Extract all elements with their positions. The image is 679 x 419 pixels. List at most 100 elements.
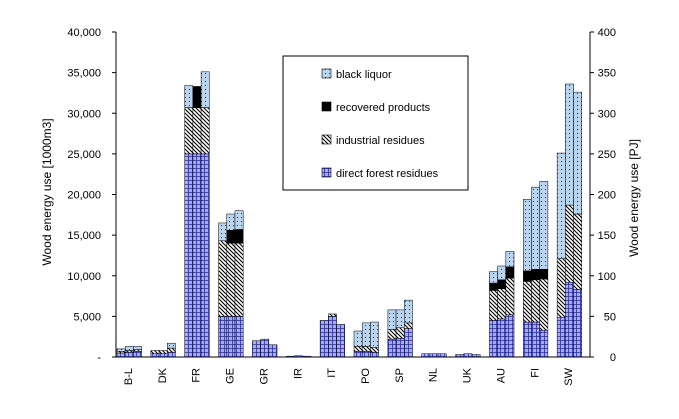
bar-segment-direct (124, 351, 134, 358)
bars (116, 71, 582, 358)
bar-segment-direct (370, 351, 379, 358)
right-tick-label: 50 (604, 311, 616, 323)
bar-segment-black (167, 342, 176, 349)
bar-segment-direct (150, 353, 160, 358)
bar-segment-black (218, 222, 228, 242)
bar-segment-direct (268, 344, 278, 358)
left-tick-label: 35,000 (67, 68, 101, 80)
right-tick-label: 350 (598, 68, 616, 80)
bar-segment-industrial (395, 327, 405, 339)
bar-segment-black (531, 186, 540, 270)
bar-segment-black (573, 91, 582, 215)
bar-segment-industrial (370, 347, 379, 353)
bar-segment-industrial (556, 258, 566, 318)
bar-segment-direct (319, 320, 329, 358)
bar-segment-industrial (200, 107, 210, 155)
bar-segment-direct (565, 282, 574, 358)
bar-segment-recovered (505, 266, 515, 279)
bar-segment-recovered (226, 230, 236, 244)
bar-segment-direct (471, 354, 481, 358)
legend-swatch-recovered (321, 101, 332, 112)
category-label: FI (529, 368, 541, 378)
bar-segment-industrial (531, 279, 540, 323)
bar-segment-black (226, 213, 236, 231)
bar-segment-industrial (150, 350, 160, 354)
bar-segment-direct (505, 314, 515, 358)
category-label: FR (191, 368, 203, 383)
bar-segment-direct (531, 321, 540, 358)
bar-segment-recovered (539, 269, 549, 280)
bar-segment-direct (158, 353, 168, 358)
bar-segment-industrial (158, 350, 168, 354)
bar-segment-black (370, 321, 379, 348)
bar-segment-black (353, 330, 363, 347)
bar-segment-black (234, 210, 244, 230)
category-label: IR (292, 368, 304, 379)
bar-segment-direct (361, 351, 371, 358)
bar-segment-direct (252, 340, 261, 358)
legend-swatch-direct (321, 167, 332, 178)
left-tick-label: 15,000 (67, 230, 101, 242)
bar-segment-industrial (489, 290, 498, 321)
category-label: PO (360, 368, 372, 384)
bar-segment-recovered (523, 270, 532, 282)
legend-swatch-black (321, 68, 332, 79)
bar-segment-industrial (539, 278, 549, 331)
legend: black liquor recovered products industrial… (282, 55, 469, 191)
category-label: B-L (123, 368, 135, 385)
bar-segment-black (116, 348, 126, 352)
right-axis-ticks: 0 50 100 150 200 250 300 350 400 (590, 27, 616, 364)
bar-segment-industrial (361, 346, 371, 352)
left-tick-label: - (97, 352, 101, 364)
bar-segment-black (404, 299, 413, 324)
bar-segment-direct (523, 321, 532, 358)
bar-segment-industrial (218, 240, 228, 317)
bar-segment-industrial (353, 346, 363, 352)
bar-segment-black (395, 309, 405, 329)
bar-segment-recovered (497, 279, 507, 289)
bar-segment-black (539, 181, 549, 270)
left-tick-label: 5,000 (73, 311, 101, 323)
left-tick-label: 20,000 (67, 190, 101, 202)
bar-segment-direct (116, 352, 126, 358)
bar-segment-direct (328, 316, 337, 358)
category-label: SW (563, 367, 575, 385)
right-tick-label: 250 (598, 149, 616, 161)
bar-segment-direct (336, 324, 345, 358)
category-label: DK (157, 367, 169, 383)
bar-segment-recovered (192, 86, 202, 108)
bar-segment-direct (167, 351, 176, 358)
legend-label-industrial: industrial residues (336, 135, 425, 147)
bar-segment-direct (395, 338, 405, 358)
bar-segment-direct (404, 328, 413, 358)
bar-segment-industrial (404, 322, 413, 329)
bar-segment-black (489, 271, 498, 284)
bar-segment-black (361, 322, 371, 347)
category-label: NL (428, 368, 440, 382)
bar-segment-direct (429, 353, 439, 358)
category-label: SP (394, 368, 406, 383)
left-axis-title: Wood energy use [1000m3] (40, 118, 54, 265)
category-labels: B-L DK FR GE GR IR IT PO SP NL UK AU FI SW (123, 367, 575, 385)
left-tick-label: 30,000 (67, 108, 101, 120)
bar-segment-industrial (497, 288, 507, 320)
bar-segment-recovered (234, 229, 244, 244)
bar-segment-industrial (192, 107, 202, 155)
right-tick-label: 0 (610, 352, 616, 364)
left-tick-label: 25,000 (67, 149, 101, 161)
bar-segment-direct (387, 338, 397, 358)
legend-label-recovered: recovered products (336, 102, 431, 114)
bar-segment-industrial (234, 243, 244, 317)
bar-segment-direct (497, 318, 507, 358)
left-axis-ticks: - 5,000 10,000 15,000 20,000 25,000 30,000 35,0… (67, 27, 116, 364)
category-label: IT (326, 368, 338, 378)
bar-segment-industrial (573, 213, 582, 290)
bar-segment-industrial (523, 281, 532, 323)
right-axis-title: Wood energy use [PJ] (627, 139, 641, 257)
bar-segment-industrial (565, 204, 574, 283)
bar-segment-direct (556, 316, 566, 358)
bar-segment-direct (455, 354, 465, 358)
right-tick-label: 100 (598, 271, 616, 283)
bar-segment-direct (573, 289, 582, 358)
